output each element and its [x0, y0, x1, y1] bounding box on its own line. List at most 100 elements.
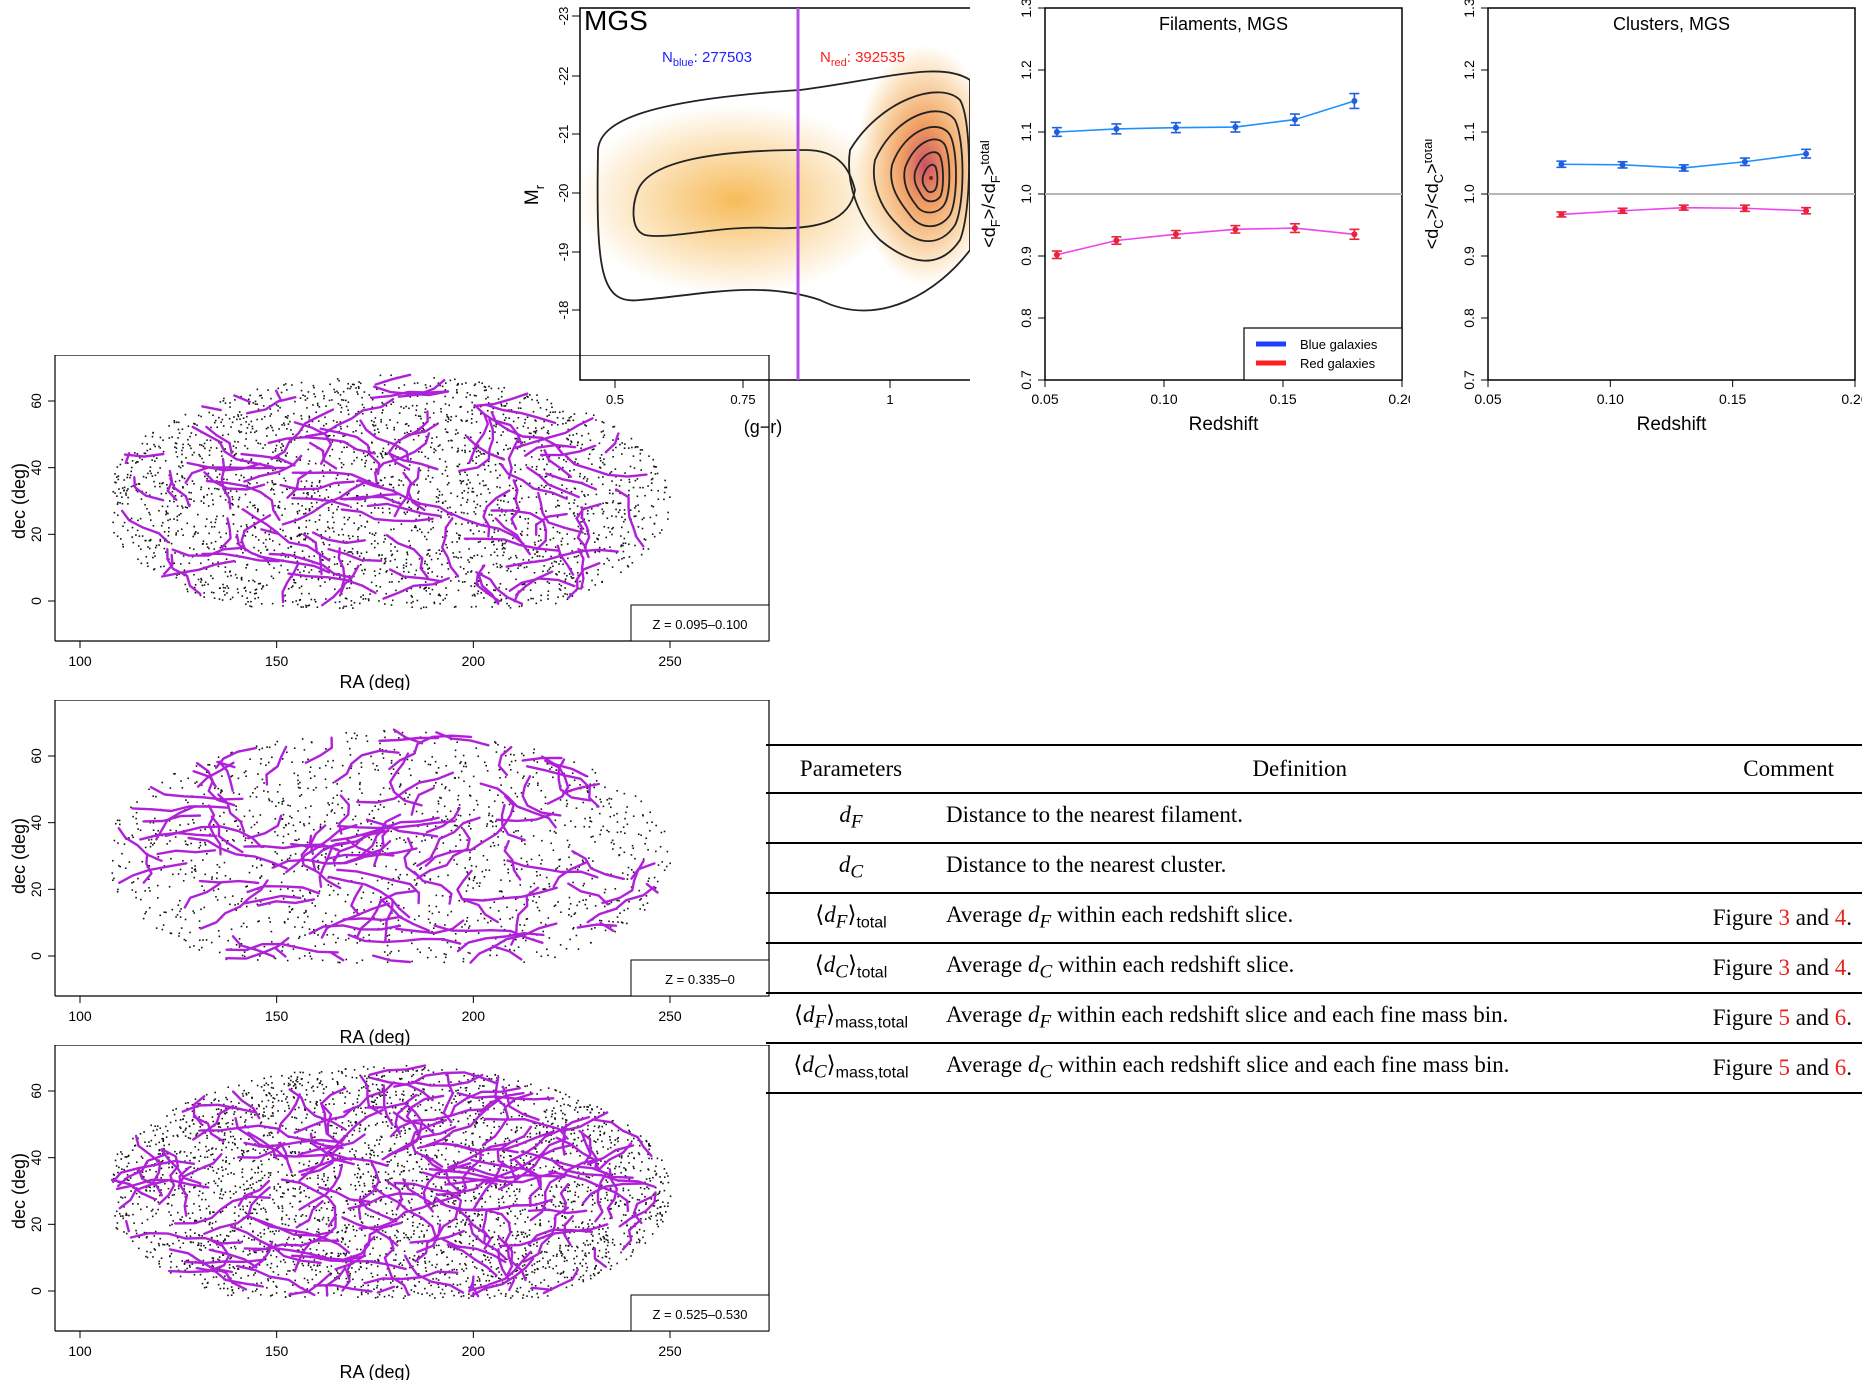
- galaxy-point: [287, 587, 290, 590]
- galaxy-point: [309, 777, 312, 780]
- galaxy-point: [241, 898, 243, 900]
- galaxy-point: [296, 1080, 299, 1083]
- galaxy-point: [505, 402, 508, 405]
- galaxy-point: [373, 570, 376, 572]
- galaxy-point: [336, 378, 339, 380]
- galaxy-point: [240, 474, 243, 477]
- galaxy-point: [505, 1169, 508, 1172]
- galaxy-point: [551, 1122, 554, 1125]
- galaxy-point: [392, 878, 395, 880]
- filament: [435, 731, 490, 747]
- galaxy-point: [208, 764, 211, 766]
- galaxy-point: [571, 595, 574, 597]
- galaxy-point: [351, 851, 354, 854]
- galaxy-point: [349, 1272, 351, 1275]
- galaxy-point: [483, 389, 486, 392]
- galaxy-point: [336, 783, 339, 785]
- galaxy-point: [582, 477, 585, 480]
- galaxy-point: [356, 908, 359, 911]
- galaxy-point: [492, 540, 495, 543]
- galaxy-point: [250, 600, 252, 603]
- galaxy-point: [501, 390, 503, 393]
- filament: [490, 411, 565, 456]
- galaxy-point: [237, 506, 240, 508]
- galaxy-point: [316, 485, 319, 487]
- galaxy-point: [298, 509, 301, 512]
- galaxy-point: [396, 1134, 398, 1136]
- galaxy-point: [527, 517, 530, 520]
- galaxy-point: [329, 828, 332, 830]
- data-point: [1172, 124, 1179, 131]
- galaxy-point: [465, 765, 467, 768]
- galaxy-point: [283, 424, 286, 426]
- galaxy-point: [540, 789, 543, 792]
- galaxy-point: [393, 428, 395, 431]
- galaxy-point: [624, 518, 626, 521]
- galaxy-point: [374, 424, 377, 427]
- filament: [187, 836, 288, 870]
- galaxy-point: [356, 502, 359, 505]
- galaxy-point: [649, 516, 652, 519]
- galaxy-point: [494, 463, 497, 466]
- galaxy-point: [271, 1101, 274, 1104]
- galaxy-point: [156, 884, 159, 887]
- galaxy-point: [275, 404, 278, 406]
- galaxy-point: [180, 908, 182, 910]
- galaxy-point: [287, 804, 289, 807]
- galaxy-point: [221, 790, 223, 792]
- galaxy-point: [482, 480, 484, 482]
- galaxy-point: [245, 905, 248, 908]
- galaxy-point: [573, 556, 576, 558]
- galaxy-point: [356, 456, 358, 459]
- galaxy-point: [180, 780, 182, 782]
- galaxy-point: [187, 438, 189, 441]
- galaxy-point: [570, 415, 572, 418]
- galaxy-point: [358, 804, 361, 806]
- galaxy-point: [666, 850, 669, 853]
- filament: [403, 837, 419, 877]
- galaxy-point: [530, 597, 532, 600]
- galaxy-point: [269, 890, 272, 892]
- galaxy-point: [607, 526, 610, 529]
- galaxy-point: [503, 746, 506, 749]
- galaxy-point: [234, 440, 236, 443]
- galaxy-point: [474, 1197, 477, 1199]
- galaxy-point: [218, 1259, 221, 1262]
- galaxy-point: [483, 453, 486, 455]
- galaxy-point: [298, 541, 300, 543]
- galaxy-point: [638, 1209, 640, 1212]
- galaxy-point: [436, 810, 439, 813]
- galaxy-point: [622, 542, 625, 545]
- galaxy-point: [505, 444, 507, 447]
- galaxy-point: [427, 568, 429, 570]
- galaxy-point: [616, 899, 618, 902]
- galaxy-point: [235, 452, 237, 455]
- galaxy-point: [483, 385, 486, 388]
- galaxy-point: [494, 937, 497, 940]
- galaxy-point: [469, 851, 471, 854]
- galaxy-point: [345, 1261, 347, 1264]
- galaxy-point: [388, 483, 391, 486]
- galaxy-point: [478, 530, 480, 532]
- galaxy-point: [535, 496, 538, 498]
- galaxy-point: [152, 844, 154, 846]
- galaxy-point: [424, 505, 427, 508]
- galaxy-point: [176, 515, 179, 518]
- galaxy-point: [347, 798, 350, 800]
- galaxy-point: [462, 567, 465, 570]
- galaxy-point: [500, 598, 503, 601]
- galaxy-point: [239, 1208, 242, 1211]
- galaxy-point: [389, 512, 391, 514]
- galaxy-point: [543, 486, 546, 489]
- galaxy-point: [477, 590, 480, 592]
- galaxy-point: [219, 815, 221, 817]
- galaxy-point: [663, 830, 666, 833]
- filament: [525, 765, 600, 808]
- filament: [382, 577, 450, 600]
- galaxy-point: [317, 864, 320, 867]
- galaxy-point: [425, 731, 427, 734]
- galaxy-point: [387, 887, 389, 890]
- galaxy-point: [541, 444, 543, 446]
- galaxy-point: [640, 800, 643, 803]
- galaxy-point: [532, 900, 534, 902]
